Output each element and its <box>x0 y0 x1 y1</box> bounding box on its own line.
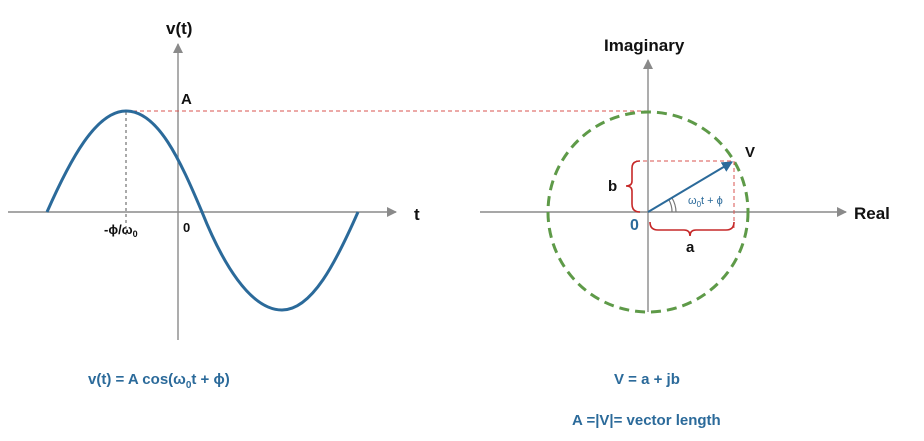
magnitude-circle <box>546 110 750 314</box>
time-y-axis-label: v(t) <box>166 19 192 38</box>
amplitude-label: A <box>181 91 192 108</box>
imag-part-bracket <box>625 160 641 213</box>
real-part-label: a <box>686 239 695 256</box>
phasor-equation: V = a + jb <box>614 371 680 388</box>
imaginary-axis-label: Imaginary <box>604 36 685 55</box>
angle-arc-inner <box>668 199 673 213</box>
time-equation: v(t) = A cos(ω0t + ϕ) <box>88 371 230 391</box>
imag-part-label: b <box>608 178 617 195</box>
phasor-plot: Imaginary Real V b a 0 ω0t + ϕ V = a + j… <box>480 36 890 429</box>
angle-arc <box>671 197 677 213</box>
peak-phase-label: -ϕ/ω0 <box>104 222 138 239</box>
time-origin-label: 0 <box>183 220 190 235</box>
angle-label: ω0t + ϕ <box>688 195 723 209</box>
phasor-origin-label: 0 <box>630 217 639 234</box>
vector-label: V <box>745 144 755 161</box>
cosine-wave <box>45 109 360 312</box>
real-axis-label: Real <box>854 204 890 223</box>
vector-length-note: A =|V|= vector length <box>572 412 721 429</box>
phasor-vector <box>647 161 733 213</box>
time-x-axis-label: t <box>414 205 420 224</box>
real-part-bracket <box>649 221 735 237</box>
time-domain-plot: v(t) t A 0 -ϕ/ω0 v(t) = A cos(ω0t + ϕ) <box>8 19 648 391</box>
